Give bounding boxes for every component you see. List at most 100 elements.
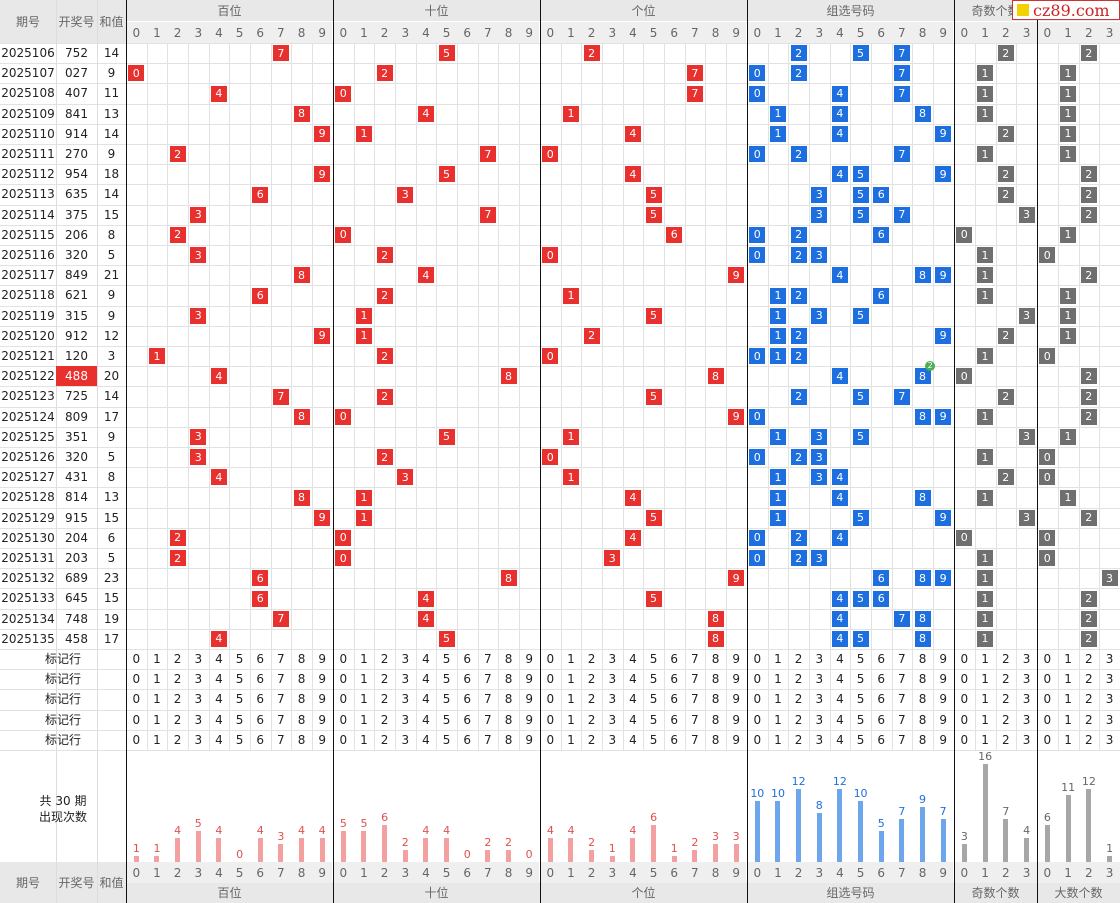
mark-digit[interactable]: 0 xyxy=(339,712,348,727)
mark-digit[interactable]: 2 xyxy=(1085,712,1093,727)
mark-digit[interactable]: 7 xyxy=(898,732,906,747)
mark-digit[interactable]: 4 xyxy=(629,712,637,727)
mark-digit[interactable]: 9 xyxy=(939,692,947,707)
mark-digit[interactable]: 7 xyxy=(277,692,285,707)
mark-digit[interactable]: 4 xyxy=(422,712,430,727)
mark-digit[interactable]: 3 xyxy=(1105,652,1114,667)
mark-digit[interactable]: 3 xyxy=(401,712,410,727)
mark-digit[interactable]: 9 xyxy=(939,652,947,667)
mark-digit[interactable]: 0 xyxy=(339,692,348,707)
mark-digit[interactable]: 1 xyxy=(153,692,161,707)
mark-digit[interactable]: 4 xyxy=(422,732,430,747)
mark-digit[interactable]: 8 xyxy=(297,712,306,727)
mark-digit[interactable]: 7 xyxy=(691,652,699,667)
mark-digit[interactable]: 1 xyxy=(567,712,575,727)
mark-digit[interactable]: 5 xyxy=(442,712,451,727)
mark-digit[interactable]: 5 xyxy=(649,672,658,687)
mark-digit[interactable]: 2 xyxy=(1002,732,1010,747)
mark-digit[interactable]: 9 xyxy=(732,732,740,747)
mark-digit[interactable]: 6 xyxy=(877,692,886,707)
mark-digit[interactable]: 3 xyxy=(194,732,203,747)
mark-digit[interactable]: 6 xyxy=(877,732,886,747)
mark-digit[interactable]: 1 xyxy=(981,672,989,687)
mark-digit[interactable]: 1 xyxy=(567,672,575,687)
mark-digit[interactable]: 5 xyxy=(235,692,244,707)
mark-digit[interactable]: 5 xyxy=(649,712,658,727)
mark-digit[interactable]: 8 xyxy=(918,652,927,667)
mark-digit[interactable]: 8 xyxy=(918,712,927,727)
mark-digit[interactable]: 3 xyxy=(401,672,410,687)
mark-digit[interactable]: 6 xyxy=(256,652,265,667)
mark-digit[interactable]: 5 xyxy=(649,692,658,707)
mark-digit[interactable]: 0 xyxy=(1043,732,1052,747)
mark-digit[interactable]: 8 xyxy=(711,692,720,707)
mark-digit[interactable]: 5 xyxy=(235,732,244,747)
mark-digit[interactable]: 7 xyxy=(277,712,285,727)
mark-digit[interactable]: 1 xyxy=(360,732,368,747)
mark-digit[interactable]: 2 xyxy=(794,732,803,747)
mark-digit[interactable]: 0 xyxy=(753,732,762,747)
mark-digit[interactable]: 9 xyxy=(318,712,326,727)
mark-digit[interactable]: 2 xyxy=(794,672,803,687)
mark-digit[interactable]: 1 xyxy=(360,692,368,707)
mark-digit[interactable]: 3 xyxy=(608,672,617,687)
mark-digit[interactable]: 4 xyxy=(215,712,223,727)
mark-digit[interactable]: 6 xyxy=(463,692,472,707)
mark-digit[interactable]: 8 xyxy=(504,652,513,667)
mark-digit[interactable]: 1 xyxy=(360,672,368,687)
mark-digit[interactable]: 5 xyxy=(856,712,865,727)
mark-digit[interactable]: 3 xyxy=(1105,712,1114,727)
mark-digit[interactable]: 1 xyxy=(981,652,989,667)
mark-digit[interactable]: 0 xyxy=(960,712,969,727)
mark-digit[interactable]: 0 xyxy=(960,732,969,747)
mark-digit[interactable]: 2 xyxy=(173,652,182,667)
mark-digit[interactable]: 0 xyxy=(546,692,555,707)
mark-digit[interactable]: 1 xyxy=(981,732,989,747)
mark-digit[interactable]: 4 xyxy=(629,692,637,707)
mark-digit[interactable]: 9 xyxy=(732,712,740,727)
mark-digit[interactable]: 1 xyxy=(153,712,161,727)
mark-digit[interactable]: 8 xyxy=(297,672,306,687)
mark-digit[interactable]: 3 xyxy=(1022,672,1031,687)
mark-digit[interactable]: 1 xyxy=(1064,692,1072,707)
mark-digit[interactable]: 5 xyxy=(856,652,865,667)
mark-digit[interactable]: 0 xyxy=(132,652,141,667)
mark-digit[interactable]: 3 xyxy=(608,652,617,667)
mark-digit[interactable]: 8 xyxy=(711,652,720,667)
mark-digit[interactable]: 0 xyxy=(132,712,141,727)
mark-digit[interactable]: 1 xyxy=(567,732,575,747)
mark-digit[interactable]: 4 xyxy=(422,692,430,707)
mark-digit[interactable]: 9 xyxy=(525,732,533,747)
mark-digit[interactable]: 2 xyxy=(794,712,803,727)
mark-digit[interactable]: 7 xyxy=(898,712,906,727)
mark-digit[interactable]: 3 xyxy=(1105,692,1114,707)
mark-digit[interactable]: 2 xyxy=(587,652,596,667)
mark-digit[interactable]: 8 xyxy=(711,712,720,727)
mark-digit[interactable]: 8 xyxy=(918,732,927,747)
mark-digit[interactable]: 3 xyxy=(815,672,824,687)
mark-digit[interactable]: 6 xyxy=(877,672,886,687)
mark-digit[interactable]: 6 xyxy=(463,732,472,747)
mark-digit[interactable]: 8 xyxy=(297,732,306,747)
mark-digit[interactable]: 6 xyxy=(670,712,679,727)
mark-digit[interactable]: 4 xyxy=(422,672,430,687)
mark-digit[interactable]: 2 xyxy=(1002,652,1010,667)
mark-digit[interactable]: 1 xyxy=(1064,712,1072,727)
mark-digit[interactable]: 4 xyxy=(629,672,637,687)
mark-digit[interactable]: 9 xyxy=(318,672,326,687)
mark-digit[interactable]: 1 xyxy=(567,652,575,667)
mark-digit[interactable]: 4 xyxy=(215,732,223,747)
mark-digit[interactable]: 2 xyxy=(1002,692,1010,707)
mark-digit[interactable]: 5 xyxy=(442,692,451,707)
mark-digit[interactable]: 3 xyxy=(194,672,203,687)
mark-digit[interactable]: 2 xyxy=(1002,712,1010,727)
mark-digit[interactable]: 0 xyxy=(546,712,555,727)
mark-digit[interactable]: 9 xyxy=(525,672,533,687)
mark-digit[interactable]: 1 xyxy=(774,732,782,747)
mark-digit[interactable]: 9 xyxy=(525,692,533,707)
mark-digit[interactable]: 6 xyxy=(256,732,265,747)
mark-digit[interactable]: 7 xyxy=(898,672,906,687)
mark-digit[interactable]: 1 xyxy=(981,712,989,727)
mark-digit[interactable]: 2 xyxy=(173,712,182,727)
mark-digit[interactable]: 3 xyxy=(401,692,410,707)
